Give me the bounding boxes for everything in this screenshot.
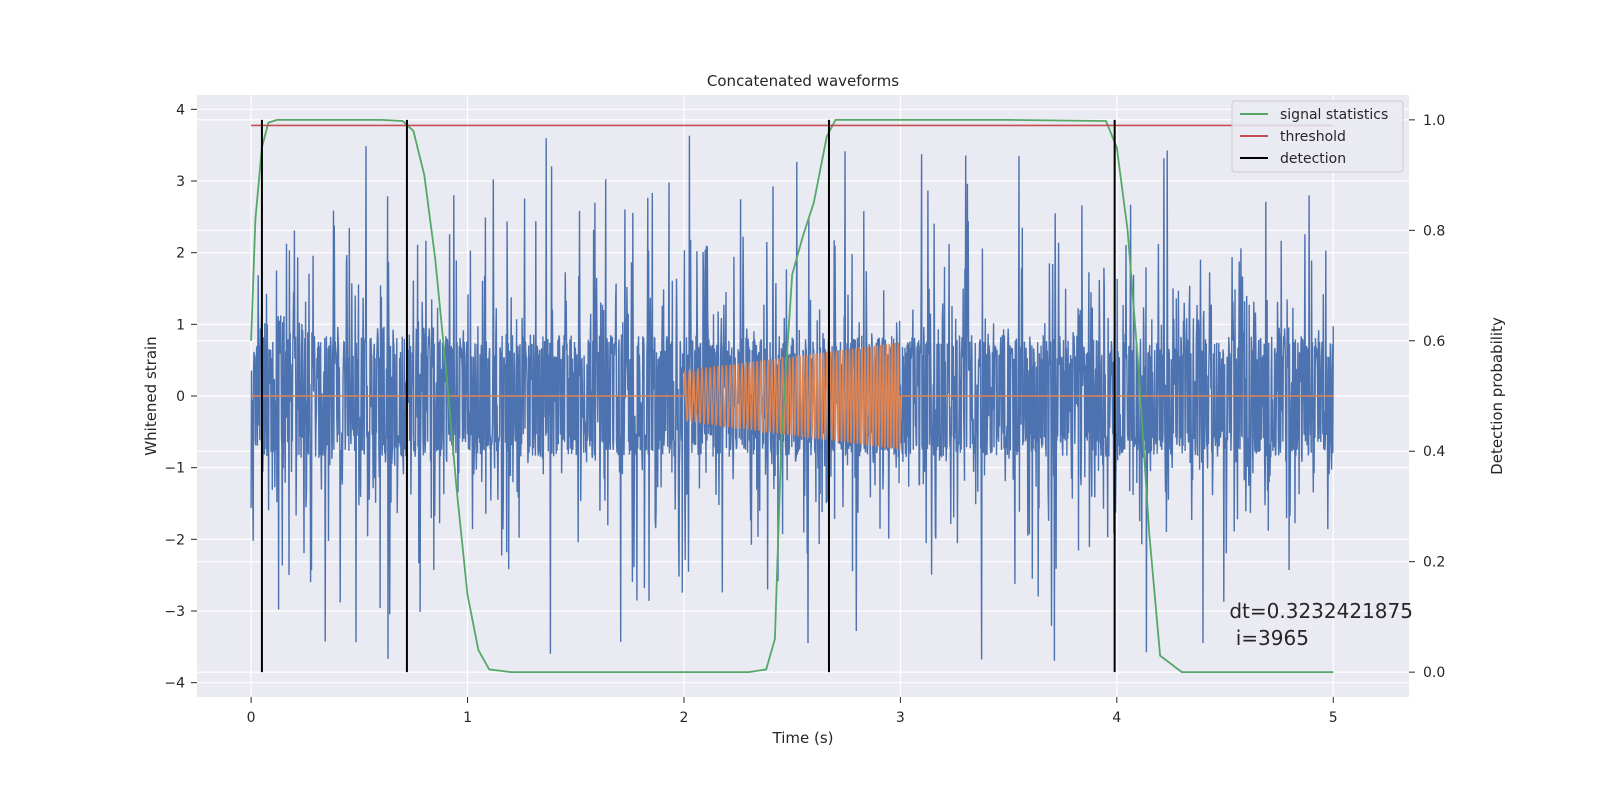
ticks: 0 1 2 3 4 5 −4 −3 −2 −1 0 1 2 3 4 0.0 0.2 0.4 0.6 0.8 1.0 <box>164 102 1445 726</box>
noise-series-line <box>250 135 1334 661</box>
annotation-dt: dt=0.3232421875 <box>1229 599 1413 623</box>
y-right-tick-label: 1.0 <box>1423 113 1445 129</box>
y-right-tick-label: 0.6 <box>1423 334 1445 350</box>
chart-title: Concatenated waveforms <box>707 72 899 90</box>
y-tick-label: 2 <box>176 246 185 262</box>
y-axis-right-label: Detection probability <box>1488 317 1506 475</box>
y-right-tick-label: 0.2 <box>1423 555 1445 571</box>
legend: signal statistics threshold detection <box>1231 100 1404 173</box>
y-tick-label: 3 <box>176 174 185 190</box>
signal-statistics-line <box>250 119 1334 673</box>
y-tick-label: −4 <box>164 676 185 692</box>
legend-label: detection <box>1280 151 1346 167</box>
legend-label: threshold <box>1280 129 1346 145</box>
x-tick-label: 5 <box>1329 710 1338 726</box>
data-layer <box>250 119 1334 673</box>
y-tick-label: 1 <box>176 317 185 333</box>
y-right-tick-label: 0.8 <box>1423 223 1445 239</box>
x-tick-label: 4 <box>1112 710 1121 726</box>
annotation-index: i=3965 <box>1229 626 1309 650</box>
y-tick-label: 0 <box>176 389 185 405</box>
x-tick-label: 0 <box>247 710 256 726</box>
x-tick-label: 2 <box>680 710 689 726</box>
chirp-series-line <box>251 342 1334 450</box>
y-axis-label: Whitened strain <box>142 336 160 455</box>
detection-lines <box>260 119 1116 673</box>
y-tick-label: −3 <box>164 604 185 620</box>
legend-label: signal statistics <box>1280 107 1388 123</box>
x-tick-label: 1 <box>463 710 472 726</box>
x-axis-label: Time (s) <box>772 729 834 747</box>
y-tick-label: −2 <box>164 532 185 548</box>
y-right-tick-label: 0.0 <box>1423 665 1445 681</box>
y-tick-label: −1 <box>164 461 185 477</box>
y-tick-label: 4 <box>176 102 185 118</box>
y-right-tick-label: 0.4 <box>1423 444 1445 460</box>
legend-box <box>1231 100 1404 173</box>
x-tick-label: 3 <box>896 710 905 726</box>
